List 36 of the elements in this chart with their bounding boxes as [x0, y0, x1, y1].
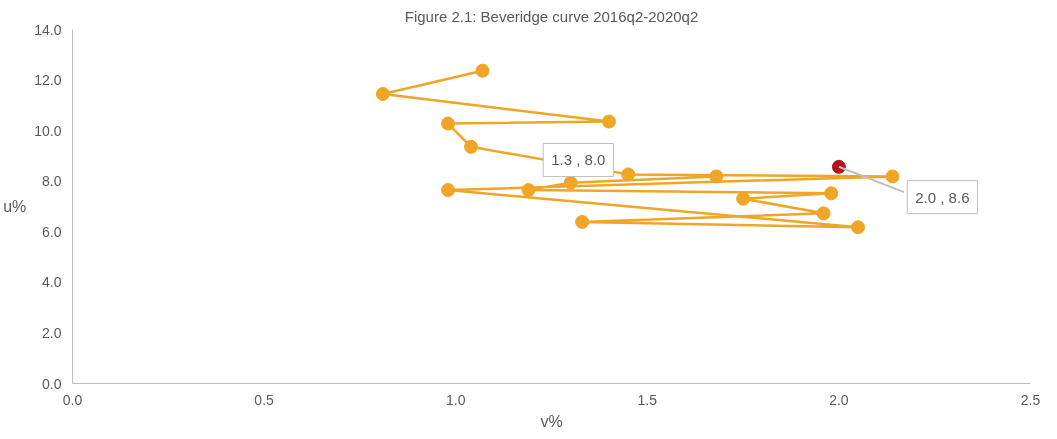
- annotation: 1.3 , 8.0: [551, 151, 606, 169]
- x-tick-label: 0.0: [62, 391, 83, 408]
- point: [601, 114, 616, 129]
- point: [475, 63, 490, 78]
- point: [831, 159, 846, 174]
- annotation: 2.0 , 8.6: [915, 188, 970, 206]
- point: [816, 206, 831, 221]
- x-tick-label: 0.5: [254, 391, 275, 408]
- y-tick-label: 12.0: [34, 72, 62, 89]
- point: [464, 139, 479, 154]
- y-tick-label: 6.0: [42, 223, 62, 240]
- point: [441, 183, 456, 198]
- y-axis-title: u%: [3, 198, 27, 215]
- point: [521, 183, 536, 198]
- point: [563, 175, 578, 190]
- x-tick-label: 2.0: [829, 391, 849, 408]
- point: [575, 214, 590, 229]
- x-axis-title: v%: [540, 412, 563, 430]
- chart-title: Figure 2.1: Beveridge curve 2016q2-2020q2: [404, 7, 699, 25]
- point: [851, 220, 866, 235]
- y-tick-label: 10.0: [34, 122, 62, 139]
- point: [621, 167, 636, 182]
- x-tick-label: 2.5: [1020, 391, 1041, 408]
- point: [885, 169, 900, 184]
- point: [824, 186, 839, 201]
- x-tick-label: 1.5: [637, 391, 658, 408]
- x-tick-label: 1.0: [445, 391, 466, 408]
- point: [375, 86, 390, 101]
- y-tick-label: 4.0: [42, 274, 62, 291]
- y-tick-label: 0.0: [42, 375, 62, 392]
- point: [441, 116, 456, 131]
- point: [736, 191, 751, 206]
- y-tick-label: 14.0: [34, 21, 62, 38]
- y-tick-label: 2.0: [42, 324, 62, 341]
- y-tick-label: 8.0: [42, 173, 62, 190]
- point: [709, 169, 724, 184]
